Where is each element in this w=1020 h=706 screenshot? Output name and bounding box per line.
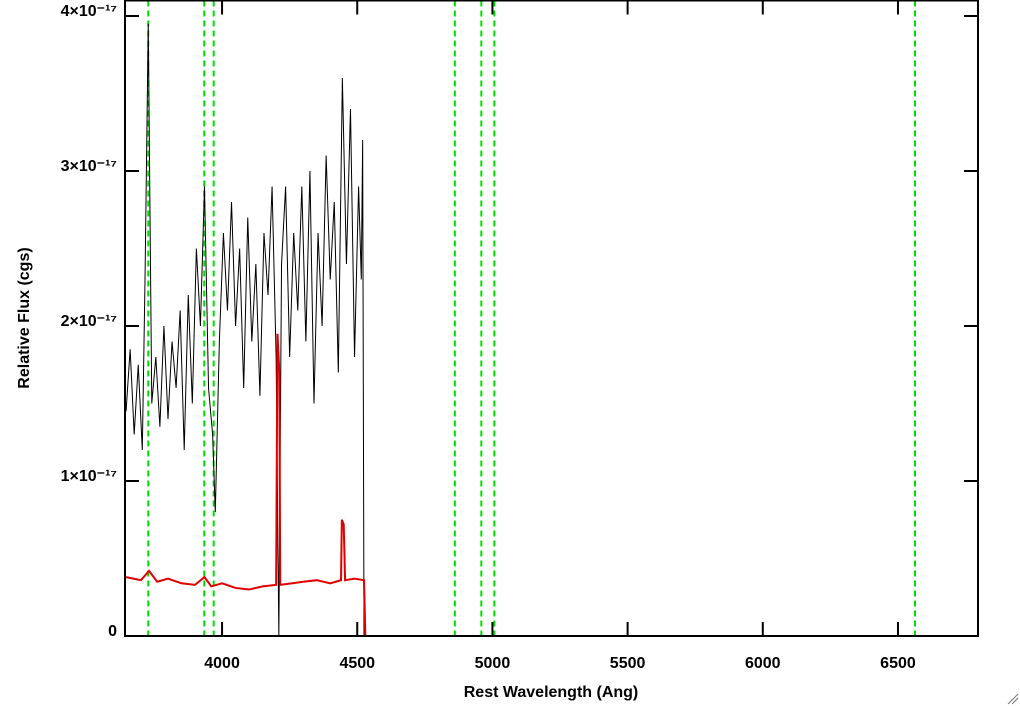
y-tick-label: 4×10⁻¹⁷ [61,3,117,20]
x-tick-label: 5000 [475,655,511,672]
resize-grip [1007,693,1019,705]
x-tick-label: 4500 [339,655,375,672]
x-tick-label: 4000 [204,655,240,672]
y-tick-label: 3×10⁻¹⁷ [61,158,117,175]
y-tick-label: 2×10⁻¹⁷ [61,313,117,330]
plot-frame [124,0,979,637]
x-tick-label: 5500 [610,655,646,672]
x-axis-label: Rest Wavelength (Ang) [464,684,639,701]
y-axis-label: Relative Flux (cgs) [16,247,33,388]
spectrum-line [125,333,978,637]
x-tick-label: 6500 [880,655,916,672]
y-tick-label: 1×10⁻¹⁷ [61,468,117,485]
y-tick-label: 0 [108,623,117,640]
spectrum-line [125,23,978,637]
x-tick-label: 6000 [745,655,781,672]
